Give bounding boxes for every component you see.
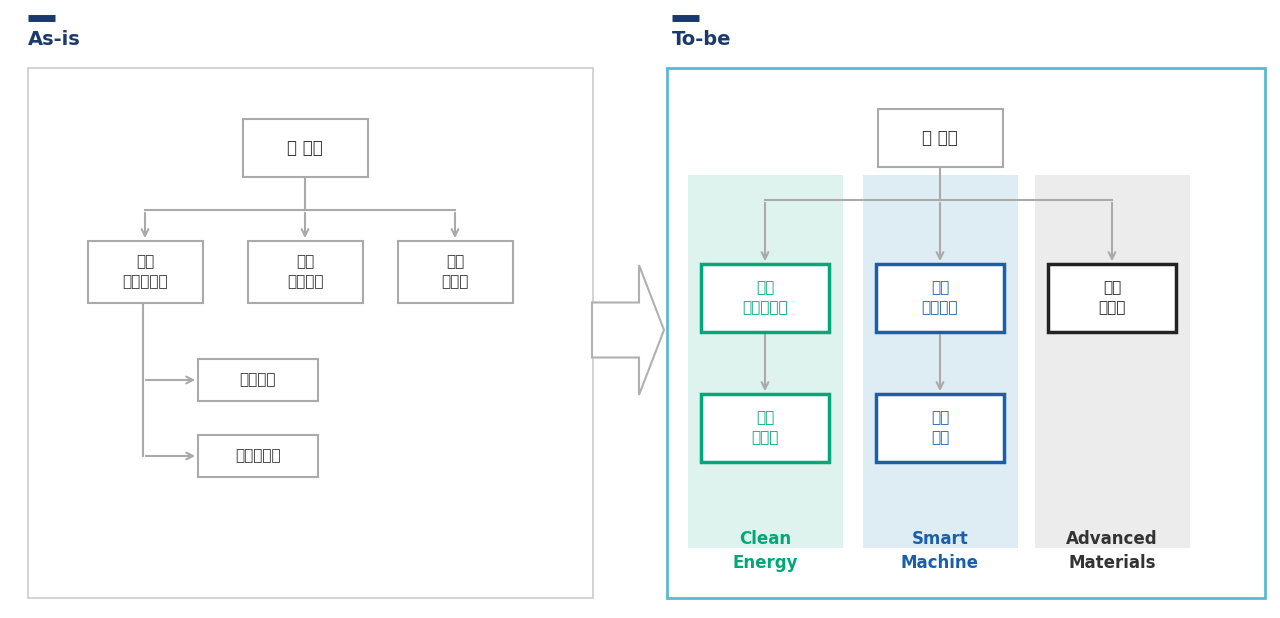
Bar [198, 435, 317, 477]
Text: 두산
로보틱스: 두산 로보틱스 [922, 281, 959, 315]
Bar [878, 109, 1002, 167]
Text: 두산
테스나: 두산 테스나 [442, 255, 468, 289]
Text: ㎜ 두산: ㎜ 두산 [287, 139, 323, 157]
Bar [701, 394, 829, 462]
Bar [242, 119, 367, 177]
Bar [863, 175, 1018, 548]
Text: 두산
로보틱스: 두산 로보틱스 [287, 255, 324, 289]
Text: As-is: As-is [28, 30, 81, 49]
Text: Smart
Machine: Smart Machine [901, 530, 979, 572]
Bar [687, 175, 842, 548]
Text: 두산
테스나: 두산 테스나 [1098, 281, 1125, 315]
Bar [1034, 175, 1189, 548]
Text: 두산
에너빌리티: 두산 에너빌리티 [122, 255, 168, 289]
Text: 두산퓨얼셀: 두산퓨얼셀 [236, 449, 280, 464]
Text: To-be: To-be [672, 30, 731, 49]
Text: 두산
퓨얼셀: 두산 퓨얼셀 [751, 410, 778, 446]
Bar [876, 394, 1004, 462]
Text: 두산
에너빌리티: 두산 에너빌리티 [742, 281, 787, 315]
Bar [398, 241, 512, 303]
Text: Advanced
Materials: Advanced Materials [1066, 530, 1158, 572]
Text: ㎜ 두산: ㎜ 두산 [922, 129, 957, 147]
Text: 두산밥캇: 두산밥캇 [239, 373, 276, 387]
Bar [1048, 264, 1176, 332]
Bar [876, 264, 1004, 332]
Bar [87, 241, 202, 303]
Text: 두산
밥캇: 두산 밥캇 [931, 410, 950, 446]
Bar [701, 264, 829, 332]
Bar [28, 68, 593, 598]
Polygon shape [591, 265, 664, 395]
Bar [247, 241, 362, 303]
Text: Clean
Energy: Clean Energy [732, 530, 797, 572]
Bar [667, 68, 1265, 598]
Bar [198, 359, 317, 401]
